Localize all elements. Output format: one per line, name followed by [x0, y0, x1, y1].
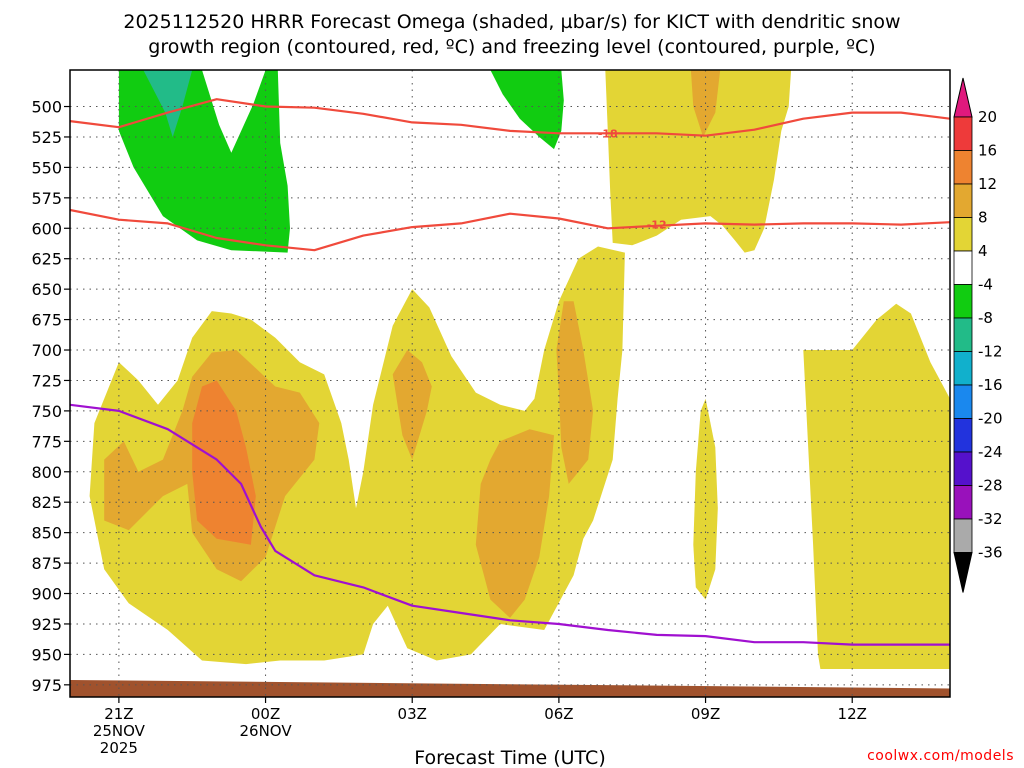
colorbar-bin-6	[953, 317, 973, 352]
colorbar-bin-4	[953, 250, 973, 285]
colorbar-label-13: -36	[978, 544, 1003, 562]
x-axis-label: Forecast Time (UTC)	[414, 747, 605, 768]
colorbar-label-10: -24	[978, 443, 1003, 461]
contour-line--12	[70, 208, 950, 252]
omega-region-9	[475, 429, 554, 618]
colorbar-bin-8	[953, 384, 973, 419]
y-tick-label-925: 925	[31, 615, 62, 634]
colorbar-bin-12	[953, 518, 973, 553]
y-tick-label-525: 525	[31, 128, 62, 147]
contour-line-0	[70, 403, 950, 646]
contour-line--18	[70, 98, 950, 137]
omega-region-2	[490, 70, 564, 150]
colorbar-label-6: -8	[978, 309, 993, 327]
colorbar-bin-1	[953, 150, 973, 185]
colorbar-label-5: -4	[978, 276, 993, 294]
colorbar-label-7: -12	[978, 343, 1003, 361]
colorbar-label-11: -28	[978, 477, 1003, 495]
colorbar-bin-0	[953, 116, 973, 151]
x-tick-label-0-0: 21Z	[104, 705, 133, 723]
omega-region-12	[803, 303, 950, 669]
y-tick-label-725: 725	[31, 371, 62, 390]
colorbar-label-0: 20	[978, 108, 997, 126]
y-tick-label-500: 500	[31, 98, 62, 117]
colorbar-label-3: 8	[978, 209, 988, 227]
y-tick-label-950: 950	[31, 645, 62, 664]
x-tick-label-0-2: 2025	[100, 739, 138, 757]
y-tick-label-600: 600	[31, 219, 62, 238]
colorbar-bin-7	[953, 351, 973, 386]
x-tick-label-3-0: 00Z	[251, 705, 280, 723]
colorbar-label-8: -16	[978, 376, 1003, 394]
colorbar-label-4: 4	[978, 242, 988, 260]
contour-label--18: -18	[598, 127, 618, 140]
terrain-layer	[70, 679, 950, 697]
y-tick-label-775: 775	[31, 432, 62, 451]
x-tick-label-12-0: 09Z	[691, 705, 720, 723]
plot-frame	[69, 69, 951, 698]
y-tick-label-675: 675	[31, 311, 62, 330]
colorbar-bottom-arrow	[953, 552, 973, 593]
colorbar-bin-3	[953, 217, 973, 252]
colorbar-bin-9	[953, 418, 973, 453]
gridlines	[70, 70, 950, 697]
y-tick-label-700: 700	[31, 341, 62, 360]
y-tick-label-900: 900	[31, 585, 62, 604]
omega-region-3	[605, 70, 792, 253]
colorbar: 20 16 12 8 4 -4 -8 -12 -16 -20 -24 -28 -32 -36	[953, 77, 1003, 593]
colorbar-top-arrow	[953, 77, 973, 118]
plot-area: -18 -12	[70, 70, 950, 697]
colorbar-bin-2	[953, 183, 973, 218]
colorbar-bin-5	[953, 284, 973, 319]
chart-title-line-1: 2025112520 HRRR Forecast Omega (shaded, …	[123, 11, 900, 33]
y-tick-label-825: 825	[31, 493, 62, 512]
y-tick-label-875: 875	[31, 554, 62, 573]
y-axis: 500 525 550 575 600 625 650 675 700 725 750 775 800 8…	[31, 98, 70, 695]
colorbar-label-2: 12	[978, 175, 997, 193]
x-tick-label-9-0: 06Z	[544, 705, 573, 723]
contour-labels: -18 -12	[598, 127, 667, 231]
omega-region-8	[392, 350, 432, 460]
x-tick-label-3-1: 26NOV	[239, 722, 292, 740]
colorbar-label-9: -20	[978, 410, 1003, 428]
x-tick-label-0-1: 25NOV	[93, 722, 146, 740]
colorbar-label-12: -32	[978, 510, 1003, 528]
omega-region-1	[143, 70, 193, 137]
contour-label--12: -12	[647, 219, 667, 232]
colorbar-bin-11	[953, 485, 973, 520]
y-tick-label-975: 975	[31, 676, 62, 695]
y-tick-label-800: 800	[31, 463, 62, 482]
y-tick-label-575: 575	[31, 189, 62, 208]
chart-title-line-2: growth region (contoured, red, ºC) and f…	[148, 36, 875, 58]
colorbar-bin-10	[953, 451, 973, 486]
x-tick-label-6-0: 03Z	[398, 705, 427, 723]
terrain-band	[70, 679, 950, 697]
omega-region-10	[556, 301, 594, 484]
omega-shading	[89, 70, 950, 669]
y-tick-label-850: 850	[31, 524, 62, 543]
credit-text: coolwx.com/models	[867, 748, 1014, 764]
y-tick-label-625: 625	[31, 250, 62, 269]
x-tick-label-15-0: 12Z	[838, 705, 867, 723]
colorbar-label-1: 16	[978, 142, 997, 160]
omega-region-0	[118, 70, 291, 253]
y-tick-label-750: 750	[31, 402, 62, 421]
contour-lines	[70, 98, 950, 646]
y-tick-label-650: 650	[31, 280, 62, 299]
omega-region-7	[192, 380, 256, 545]
y-tick-label-550: 550	[31, 158, 62, 177]
